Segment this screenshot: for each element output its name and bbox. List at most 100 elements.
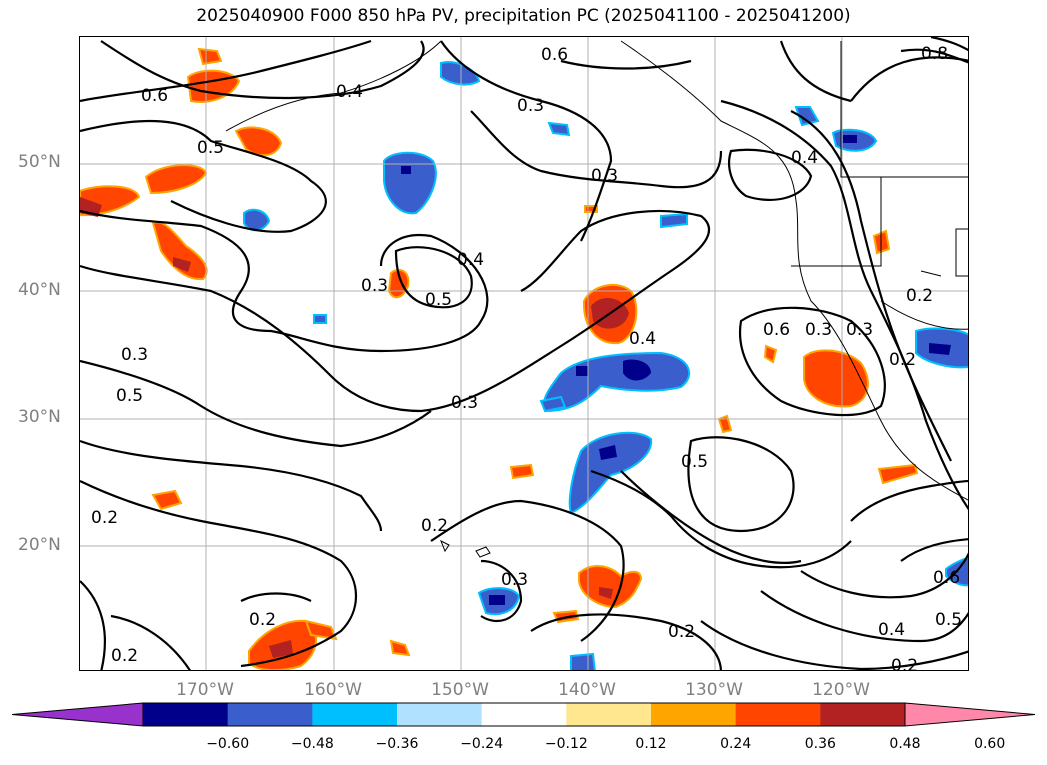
precip-blob bbox=[717, 414, 733, 434]
contour-label: 0.3 bbox=[501, 570, 528, 590]
colorbar-segment bbox=[227, 703, 313, 726]
colorbar-segment bbox=[735, 703, 821, 726]
precip-blob bbox=[197, 47, 223, 66]
contour-label: 0.6 bbox=[541, 45, 568, 65]
precip-blob bbox=[877, 463, 919, 485]
colorbar-segment bbox=[143, 703, 229, 726]
contour-label: 0.2 bbox=[889, 350, 916, 370]
precip-blob bbox=[547, 121, 571, 137]
contour-label: 0.2 bbox=[421, 516, 448, 536]
contour-label: 0.3 bbox=[846, 320, 873, 340]
precip-negative-shading bbox=[243, 61, 968, 670]
contour-label: 0.3 bbox=[517, 96, 544, 116]
lat-label-20n: 20°N bbox=[18, 535, 61, 555]
colorbar-extend-high bbox=[904, 702, 1036, 727]
precip-blob bbox=[599, 445, 617, 460]
contour-label: 0.6 bbox=[141, 86, 168, 106]
contour-label: 0.3 bbox=[805, 320, 832, 340]
precip-blob bbox=[401, 166, 411, 174]
colorbar-tick-label: −0.60 bbox=[206, 736, 250, 752]
colorbar-segment bbox=[820, 703, 906, 726]
contour-label: 0.3 bbox=[121, 345, 148, 365]
contour-label: 0.5 bbox=[425, 290, 452, 310]
lon-label-130w: 130°W bbox=[685, 680, 743, 700]
contour-label: 0.4 bbox=[878, 620, 905, 640]
precip-blob bbox=[186, 69, 241, 103]
contour-label: 0.5 bbox=[116, 386, 143, 406]
colorbar-tick-label: 0.48 bbox=[889, 736, 921, 752]
contour-label: 0.4 bbox=[457, 250, 484, 270]
contour-label: 0.4 bbox=[629, 329, 656, 349]
precip-blob bbox=[313, 314, 327, 324]
contour-label: 0.3 bbox=[361, 276, 388, 296]
precip-blob bbox=[304, 619, 338, 641]
precip-blob bbox=[489, 595, 505, 605]
pv-contours bbox=[80, 37, 968, 670]
lon-label-170w: 170°W bbox=[176, 680, 234, 700]
colorbar-segments bbox=[11, 702, 1036, 727]
colorbar bbox=[11, 702, 1036, 727]
map-canvas: 0.6 0.4 0.3 0.5 0.4 0.5 0.3 0.8 0.6 0.3 … bbox=[80, 37, 968, 671]
lon-label-160w: 160°W bbox=[304, 680, 362, 700]
contour-label: 0.2 bbox=[249, 610, 276, 630]
contour-label: 0.2 bbox=[668, 622, 695, 642]
precip-blob bbox=[144, 164, 208, 195]
contour-label: 0.2 bbox=[906, 286, 933, 306]
precip-blob bbox=[763, 344, 778, 364]
colorbar-segment bbox=[481, 703, 567, 726]
lon-label-150w: 150°W bbox=[431, 680, 489, 700]
colorbar-segment bbox=[397, 703, 483, 726]
lon-label-140w: 140°W bbox=[558, 680, 616, 700]
contour-label: 0.3 bbox=[451, 393, 478, 413]
contour-label: 0.5 bbox=[681, 452, 708, 472]
colorbar-tick-label: 0.60 bbox=[974, 736, 1006, 752]
precip-blob bbox=[843, 135, 857, 143]
precip-blob bbox=[929, 343, 951, 355]
contour-label: 0.4 bbox=[791, 148, 818, 168]
precip-blob bbox=[539, 395, 567, 413]
precip-blob bbox=[509, 463, 535, 480]
colorbar-tick-label: 0.36 bbox=[804, 736, 836, 752]
precip-blob bbox=[387, 268, 410, 299]
precip-blob bbox=[576, 366, 588, 376]
coastlines bbox=[225, 40, 968, 558]
contour-label: 0.4 bbox=[336, 82, 363, 102]
map-panel: 0.6 0.4 0.3 0.5 0.4 0.5 0.3 0.8 0.6 0.3 … bbox=[79, 36, 969, 671]
colorbar-tick-label: −0.36 bbox=[375, 736, 419, 752]
colorbar-segment bbox=[651, 703, 737, 726]
precip-blob bbox=[570, 652, 596, 670]
contour-label: 0.2 bbox=[891, 656, 918, 671]
precip-blob bbox=[599, 587, 613, 599]
precip-blob bbox=[623, 359, 651, 381]
precip-blob bbox=[803, 349, 869, 408]
colorbar-tick-label: 0.12 bbox=[635, 736, 667, 752]
contour-labels: 0.6 0.4 0.3 0.5 0.4 0.5 0.3 0.8 0.6 0.3 … bbox=[91, 44, 962, 671]
contour-label: 0.2 bbox=[91, 508, 118, 528]
colorbar-tick-label: −0.24 bbox=[460, 736, 504, 752]
contour-label: 0.8 bbox=[921, 44, 948, 64]
lat-label-40n: 40°N bbox=[18, 280, 61, 300]
precip-blob bbox=[578, 565, 643, 609]
precip-blob bbox=[389, 639, 411, 657]
precip-blob bbox=[568, 431, 653, 515]
contour-label: 0.5 bbox=[935, 610, 962, 630]
precip-blob bbox=[151, 489, 183, 511]
colorbar-extend-low bbox=[11, 702, 144, 727]
precip-blob bbox=[173, 257, 191, 272]
colorbar-tick-label: −0.48 bbox=[290, 736, 334, 752]
contour-label: 0.3 bbox=[591, 166, 618, 186]
precip-blob bbox=[269, 640, 293, 658]
colorbar-segment bbox=[566, 703, 652, 726]
figure-title: 2025040900 F000 850 hPa PV, precipitatio… bbox=[196, 6, 851, 26]
contour-label: 0.6 bbox=[933, 568, 960, 588]
precip-blob bbox=[383, 151, 437, 215]
lat-label-50n: 50°N bbox=[18, 152, 61, 172]
colorbar-segment bbox=[312, 703, 398, 726]
precip-blob bbox=[440, 61, 481, 86]
contour-label: 0.6 bbox=[763, 320, 790, 340]
contour-label: 0.5 bbox=[197, 138, 224, 158]
colorbar-tick-label: 0.24 bbox=[720, 736, 752, 752]
precip-blob bbox=[243, 208, 271, 232]
precip-blob bbox=[542, 351, 691, 413]
contour-label: 0.2 bbox=[111, 646, 138, 666]
